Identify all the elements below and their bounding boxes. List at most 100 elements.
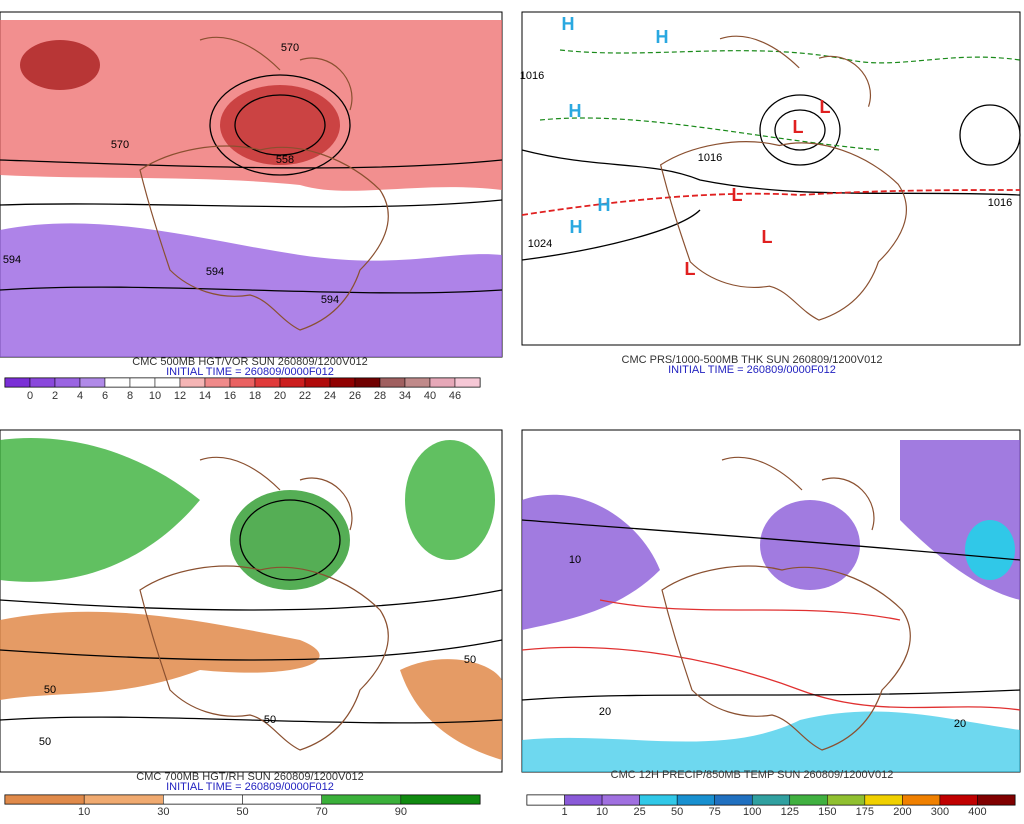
colorbar-label: 125: [781, 806, 799, 818]
colorbar-label: 100: [743, 806, 761, 818]
contour-label: 50: [464, 654, 476, 666]
pressure-center: H: [598, 195, 611, 215]
panel-precip: [521, 429, 1021, 773]
colorbar-swatch: [429, 377, 456, 388]
colorbar-swatch: [4, 377, 31, 388]
colorbar-label: 34: [399, 390, 411, 402]
contour-label: 50: [39, 736, 51, 748]
colorbar-label: 14: [199, 390, 211, 402]
colorbar-swatch: [29, 377, 56, 388]
colorbar-label: 150: [818, 806, 836, 818]
colorbar-swatch: [321, 794, 402, 805]
colorbar-label: 20: [274, 390, 286, 402]
colorbar-label: 200: [893, 806, 911, 818]
colorbar-label: 4: [77, 390, 83, 402]
colorbar-label: 50: [671, 806, 683, 818]
contour-label: 20: [954, 718, 966, 730]
colorbar-swatch: [229, 377, 256, 388]
colorbar-swatch: [329, 377, 356, 388]
colorbar-label: 175: [856, 806, 874, 818]
panel-caption: CMC PRS/1000-500MB THK SUN 260809/1200V0…: [622, 354, 883, 366]
colorbar-swatch: [379, 377, 406, 388]
colorbar-swatch: [676, 794, 715, 806]
colorbar-label: 28: [374, 390, 386, 402]
pressure-center: L: [820, 97, 831, 117]
panel-pressure: [521, 11, 1021, 346]
colorbar-swatch: [242, 794, 322, 805]
colorbar-swatch: [564, 794, 603, 806]
colorbar-swatch: [254, 377, 281, 388]
colorbar-label: 18: [249, 390, 261, 402]
contour-label: 20: [599, 706, 611, 718]
colorbar-swatch: [163, 794, 243, 805]
contour-label: 594: [206, 266, 224, 278]
colorbar-label: 75: [709, 806, 721, 818]
colorbar-swatch: [526, 794, 565, 806]
pressure-center: H: [569, 101, 582, 121]
colorbar-swatch: [83, 794, 164, 805]
colorbar-swatch: [977, 794, 1016, 806]
colorbar-label: 50: [236, 806, 248, 818]
initial-time: INITIAL TIME = 260809/0000F012: [166, 781, 334, 793]
colorbar-swatch: [129, 377, 156, 388]
colorbar-swatch: [279, 377, 306, 388]
contour-label: 594: [321, 294, 339, 306]
colorbar-swatch: [179, 377, 206, 388]
pressure-center: L: [762, 227, 773, 247]
colorbar-swatch: [400, 794, 481, 805]
pressure-center: L: [793, 117, 804, 137]
colorbar-label: 8: [127, 390, 133, 402]
pressure-center: L: [732, 185, 743, 205]
colorbar-label: 10: [78, 806, 90, 818]
contour-label: 1024: [528, 238, 552, 250]
contour-label: 1016: [988, 197, 1012, 209]
initial-time: INITIAL TIME = 260809/0000F012: [166, 366, 334, 378]
colorbar-swatch: [354, 377, 381, 388]
pressure-center: H: [562, 14, 575, 34]
colorbar-label: 12: [174, 390, 186, 402]
contour-label: 1016: [698, 152, 722, 164]
colorbar-label: 24: [324, 390, 336, 402]
pressure-center: H: [570, 217, 583, 237]
colorbar-label: 10: [149, 390, 161, 402]
colorbar-label: 26: [349, 390, 361, 402]
colorbar-swatch: [601, 794, 640, 806]
pressure-center: H: [656, 27, 669, 47]
contour-label: 570: [111, 139, 129, 151]
colorbar-label: 400: [968, 806, 986, 818]
colorbar-swatch: [154, 377, 181, 388]
panel-caption: CMC 12H PRECIP/850MB TEMP SUN 260809/120…: [611, 769, 894, 781]
contour-label: 50: [264, 714, 276, 726]
colorbar-label: 22: [299, 390, 311, 402]
colorbar-label: 2: [52, 390, 58, 402]
colorbar-label: 10: [596, 806, 608, 818]
contour-label: 558: [276, 154, 294, 166]
colorbar-label: 70: [316, 806, 328, 818]
initial-time: INITIAL TIME = 260809/0000F012: [668, 364, 836, 376]
colorbar-label: 16: [224, 390, 236, 402]
colorbar-label: 0: [27, 390, 33, 402]
colorbar-swatch: [939, 794, 978, 806]
contour-label: 1016: [520, 70, 544, 82]
colorbar-label: 25: [633, 806, 645, 818]
colorbar-swatch: [204, 377, 231, 388]
pressure-center: L: [685, 259, 696, 279]
contour-label: 594: [3, 254, 21, 266]
panel-500mb: [0, 11, 503, 358]
colorbar-swatch: [104, 377, 131, 388]
colorbar-label: 30: [157, 806, 169, 818]
panel-caption: CMC 500MB HGT/VOR SUN 260809/1200V012: [132, 356, 367, 368]
colorbar-swatch: [304, 377, 331, 388]
colorbar-swatch: [751, 794, 791, 806]
contour-label: 50: [44, 684, 56, 696]
colorbar-swatch: [639, 794, 678, 806]
colorbar-swatch: [404, 377, 431, 388]
colorbar-label: 46: [449, 390, 461, 402]
contour-label: 10: [569, 554, 581, 566]
panel-700mb: [0, 429, 503, 773]
colorbar-label: 300: [931, 806, 949, 818]
colorbar-label: 40: [424, 390, 436, 402]
colorbar-swatch: [54, 377, 81, 388]
colorbar-swatch: [4, 794, 85, 805]
